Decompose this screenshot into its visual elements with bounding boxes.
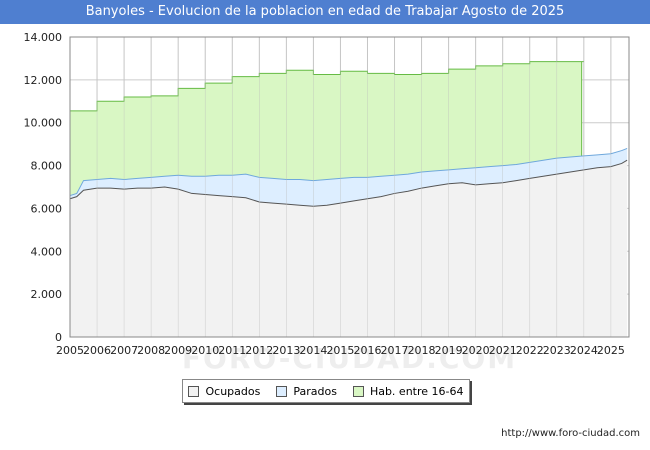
y-tick-label: 0 bbox=[55, 331, 62, 344]
series-line-parados bbox=[69, 147, 628, 197]
x-tick-label: 2023 bbox=[543, 344, 571, 357]
y-tick-label: 10.000 bbox=[24, 117, 63, 130]
y-tick-label: 14.000 bbox=[24, 31, 63, 44]
legend-swatch-ocupados bbox=[188, 385, 200, 397]
y-tick-label: 2.000 bbox=[31, 288, 63, 301]
x-tick-label: 2014 bbox=[299, 344, 327, 357]
x-tick-label: 2025 bbox=[597, 344, 625, 357]
legend-label-ocupados: Ocupados bbox=[205, 384, 261, 398]
y-tick-label: 6.000 bbox=[31, 202, 63, 215]
x-tick-label: 2016 bbox=[353, 344, 381, 357]
legend-label-hab: Hab. entre 16-64 bbox=[369, 384, 464, 398]
y-tick-label: 8.000 bbox=[31, 160, 63, 173]
x-tick-label: 2021 bbox=[489, 344, 517, 357]
x-tick-label: 2009 bbox=[164, 344, 192, 357]
x-tick-label: 2011 bbox=[218, 344, 246, 357]
x-tick-label: 2006 bbox=[83, 344, 111, 357]
legend-item-ocupados: Ocupados bbox=[188, 385, 260, 398]
chart-title: Banyoles - Evolucion de la poblacion en … bbox=[0, 0, 650, 24]
series-area-parados bbox=[70, 148, 628, 207]
x-tick-label: 2024 bbox=[570, 344, 598, 357]
x-tick-label: 2008 bbox=[137, 344, 165, 357]
legend-label-parados: Parados bbox=[293, 384, 337, 398]
x-tick-label: 2018 bbox=[408, 344, 436, 357]
x-tick-label: 2015 bbox=[326, 344, 354, 357]
x-tick-label: 2019 bbox=[435, 344, 463, 357]
series-area-ocupados bbox=[70, 160, 628, 337]
x-tick-label: 2020 bbox=[462, 344, 490, 357]
source-link[interactable]: http://www.foro-ciudad.com bbox=[501, 428, 640, 439]
x-tick-label: 2022 bbox=[516, 344, 544, 357]
y-tick-label: 12.000 bbox=[24, 74, 63, 87]
y-tick-label: 4.000 bbox=[31, 245, 63, 258]
legend-item-hab: Hab. entre 16-64 bbox=[352, 384, 464, 398]
legend-item-parados: Parados bbox=[276, 385, 337, 398]
legend-swatch-parados bbox=[276, 385, 288, 397]
plot-border bbox=[69, 36, 630, 338]
legend-swatch-hab bbox=[352, 385, 364, 397]
x-tick-label: 2007 bbox=[110, 344, 138, 357]
x-tick-label: 2012 bbox=[245, 344, 273, 357]
x-tick-label: 2005 bbox=[56, 344, 84, 357]
x-tick-label: 2013 bbox=[272, 344, 300, 357]
x-tick-label: 2010 bbox=[191, 344, 219, 357]
series-area-hab bbox=[70, 61, 584, 196]
legend: Ocupados Parados Hab. entre 16-64 bbox=[182, 379, 470, 403]
watermark: FORO-CIUDAD.COM bbox=[182, 342, 517, 375]
series-line-ocupados bbox=[69, 159, 628, 207]
x-tick-label: 2017 bbox=[381, 344, 409, 357]
